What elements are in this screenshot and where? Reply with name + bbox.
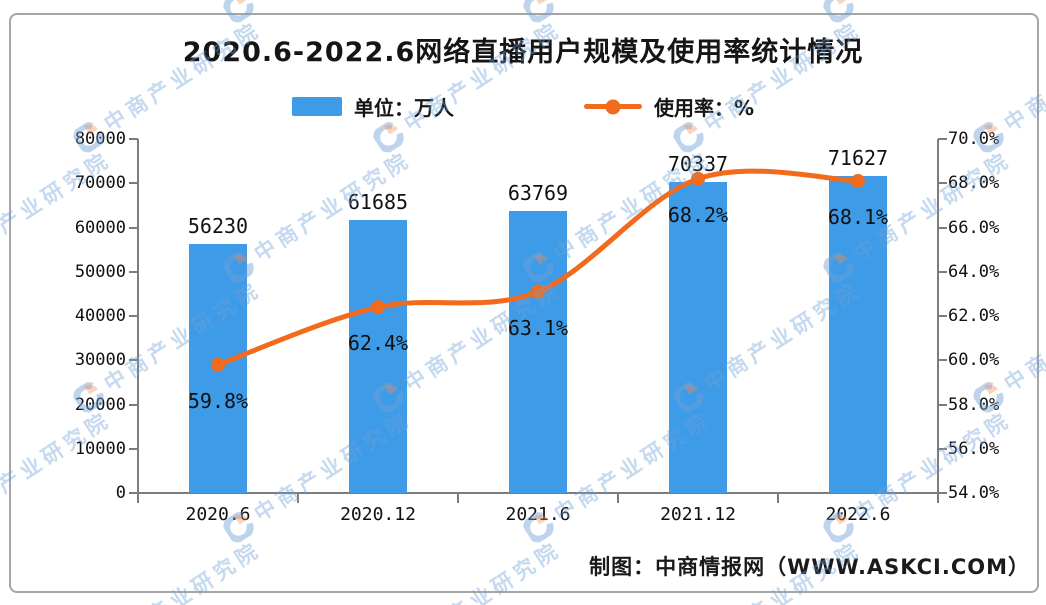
y-axis-left-label: 0: [115, 483, 126, 503]
pct-value-label: 59.8%: [187, 388, 249, 413]
bar-value-label: 71627: [827, 146, 889, 171]
watermark-text: 中商产业研究院: [248, 0, 417, 8]
pct-value-label: 62.4%: [347, 331, 409, 356]
bar: [829, 176, 887, 493]
y-axis-right-tick: [938, 270, 947, 273]
usage-rate-line: [211, 168, 865, 372]
y-axis-right-label: 66.0%: [948, 217, 1000, 238]
bar: [349, 220, 407, 493]
y-axis-left-label: 20000: [74, 394, 126, 415]
y-axis-right-tick: [938, 138, 947, 140]
x-axis-label: 2021.12: [660, 504, 736, 525]
y-axis-right-label: 58.0%: [948, 394, 1000, 415]
pct-value-label: 68.2%: [667, 202, 729, 227]
legend-item-usage-rate: 使用率：%: [583, 92, 755, 121]
credit-text: 制图：中商情报网（WWW.ASKCI.COM）: [589, 555, 1030, 579]
bar: [669, 181, 727, 493]
watermark-text: 中商产业研究院: [548, 0, 717, 8]
y-axis-left-tick: [129, 492, 138, 494]
x-axis-tick: [297, 493, 299, 503]
y-axis-right-label: 56.0%: [948, 438, 1000, 459]
y-axis-right-label: 68.0%: [948, 173, 1000, 194]
x-axis-tick: [937, 493, 939, 503]
bar-legend-label: 单位：万人: [353, 96, 454, 120]
y-axis-right-label: 64.0%: [948, 261, 1000, 282]
line-marker: [851, 174, 865, 189]
x-axis-label: 2021.6: [505, 504, 571, 525]
x-axis-tick: [617, 493, 619, 503]
pct-value-label: 68.1%: [827, 205, 889, 230]
bar-swatch-icon: [291, 97, 342, 116]
y-axis-right-tick: [938, 359, 947, 362]
pct-value-label: 63.1%: [507, 315, 569, 340]
y-axis-right-tick: [938, 226, 947, 229]
y-axis-left-tick: [129, 359, 138, 362]
y-axis-left-tick: [129, 315, 138, 317]
y-axis-left: [137, 139, 139, 493]
x-axis-label: 2020.12: [340, 504, 416, 525]
x-axis-label: 2020.6: [185, 504, 251, 525]
bar-value-label: 63769: [507, 180, 569, 205]
y-axis-right-label: 54.0%: [948, 483, 1000, 503]
y-axis-left-tick: [129, 182, 138, 185]
y-axis-right-tick: [938, 315, 947, 317]
y-axis-right-label: 62.0%: [948, 306, 1000, 326]
y-axis-left-label: 60000: [74, 217, 126, 238]
y-axis-right-tick: [938, 447, 947, 450]
legend-item-users: 单位：万人: [291, 92, 454, 121]
chart-card: [9, 13, 1039, 593]
y-axis-left-label: 10000: [74, 438, 126, 459]
x-axis: [137, 492, 939, 494]
line-swatch-icon: [583, 99, 642, 114]
y-axis-right-label: 70.0%: [948, 129, 1000, 149]
y-axis-left-tick: [129, 403, 138, 406]
line-marker: [531, 284, 545, 299]
y-axis-left-label: 50000: [74, 261, 126, 282]
watermark-text: 中商产业研究院: [0, 0, 117, 8]
y-axis-right-tick: [938, 492, 947, 494]
x-axis-tick: [777, 493, 779, 503]
y-axis-left-tick: [129, 138, 138, 140]
line-marker: [371, 300, 385, 315]
y-axis-left-label: 70000: [74, 173, 126, 194]
y-axis-right-label: 60.0%: [948, 350, 1000, 371]
x-axis-tick: [137, 493, 139, 503]
y-axis-right-tick: [938, 182, 947, 185]
bar-value-label: 61685: [347, 190, 409, 215]
legend: 单位：万人 使用率：%: [0, 92, 1046, 121]
y-axis-right-tick: [938, 403, 947, 406]
line-swatch-dot-icon: [605, 99, 621, 114]
y-axis-left-tick: [129, 270, 138, 273]
line-marker: [691, 171, 705, 186]
y-axis-left-tick: [129, 226, 138, 229]
line-marker: [211, 357, 225, 372]
bar-value-label: 56230: [187, 214, 249, 239]
y-axis-left-tick: [129, 447, 138, 450]
y-axis-left-label: 40000: [74, 306, 126, 326]
watermark-text: 中商产业研究院: [848, 0, 1017, 8]
y-axis-left-label: 30000: [74, 350, 126, 371]
x-axis-tick: [457, 493, 459, 503]
y-axis-left-label: 80000: [74, 129, 126, 149]
x-axis-label: 2022.6: [825, 504, 891, 525]
bar: [509, 210, 567, 493]
chart-title: 2020.6-2022.6网络直播用户规模及使用率统计情况: [182, 37, 864, 68]
line-legend-label: 使用率：%: [653, 96, 755, 120]
